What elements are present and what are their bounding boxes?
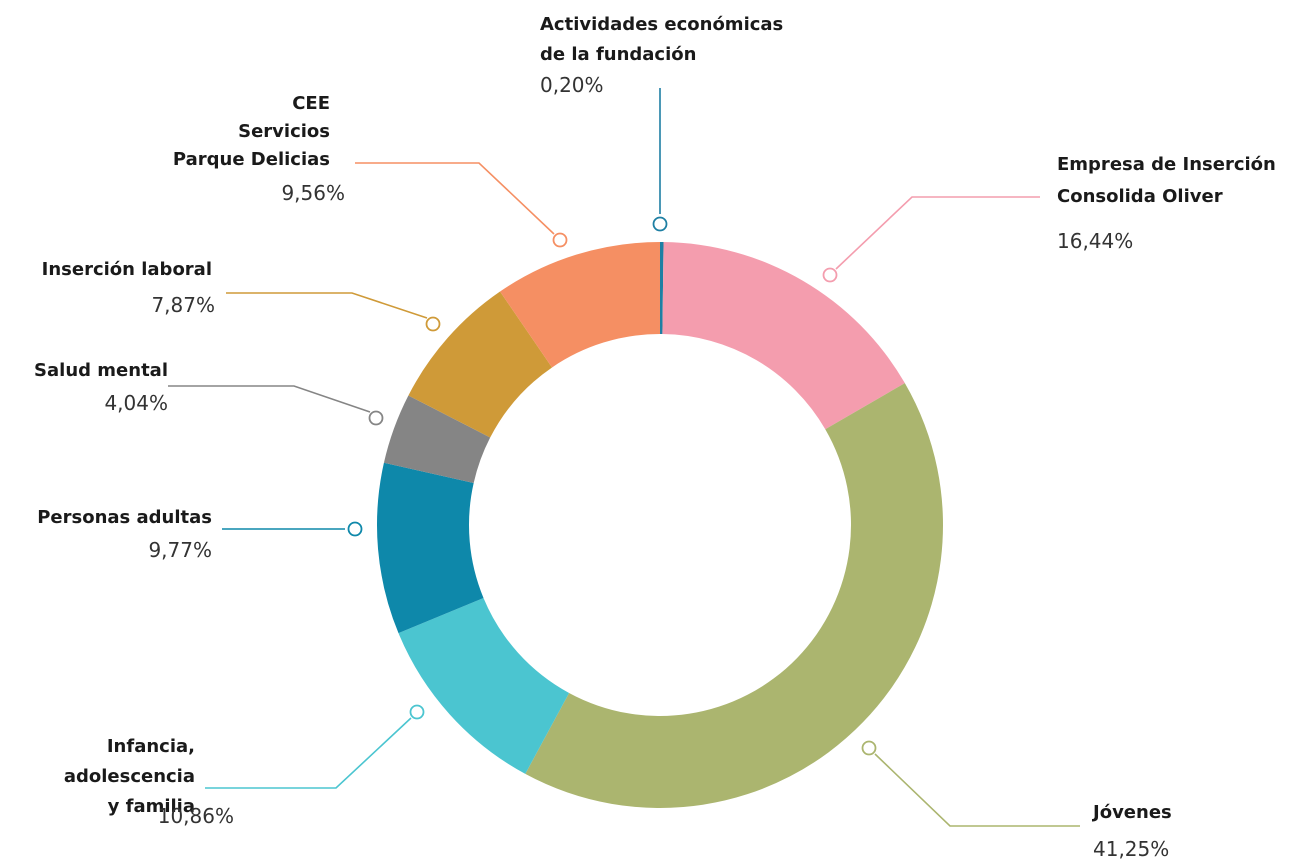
slice-name-line: Empresa de Inserción xyxy=(1057,154,1276,175)
slice-value-7: 7,87% xyxy=(151,293,215,317)
slice-name-line: Personas adultas xyxy=(37,507,212,528)
leader-marker-8 xyxy=(552,232,568,248)
donut-slice-3 xyxy=(525,383,943,808)
slice-name-5: Personas adultas xyxy=(37,507,212,528)
slice-labels: Actividades económicas de la fundación 0,2… xyxy=(34,14,1276,859)
leader-line-2 xyxy=(835,196,1040,270)
leader-marker-3 xyxy=(861,740,877,756)
slice-name-4: Infancia, adolescencia y familia xyxy=(64,736,195,817)
donut-slice-1 xyxy=(660,242,664,335)
donut-slice-2 xyxy=(662,242,905,430)
slice-name-line: Salud mental xyxy=(34,360,168,381)
slice-name-7: Inserción laboral xyxy=(42,259,212,280)
slice-value-5: 9,77% xyxy=(148,538,212,562)
slice-name-8: CEE Servicios Parque Delicias xyxy=(173,93,330,170)
leader-marker-4 xyxy=(409,704,425,720)
leader-line-4 xyxy=(205,717,412,789)
leader-marker-1 xyxy=(652,216,668,232)
slice-name-1: Actividades económicas de la fundación xyxy=(540,14,783,65)
slice-name-2: Empresa de Inserción Consolida Oliver xyxy=(1057,154,1276,207)
slice-name-line: Infancia, xyxy=(107,736,195,757)
leader-line-8 xyxy=(355,162,555,235)
leader-marker-2 xyxy=(822,267,838,283)
slice-name-line: adolescencia xyxy=(64,766,195,787)
donut-slice-4 xyxy=(398,598,570,774)
slice-name-line: Actividades económicas xyxy=(540,14,783,35)
donut-slice-6 xyxy=(383,395,491,484)
slice-name-line: Parque Delicias xyxy=(173,149,330,170)
slice-value-2: 16,44% xyxy=(1057,229,1133,253)
slice-name-6: Salud mental xyxy=(34,360,168,381)
slice-name-line: Inserción laboral xyxy=(42,259,212,280)
slice-value-3: 41,25% xyxy=(1093,837,1169,859)
leader-line-7 xyxy=(226,292,428,319)
donut-slices xyxy=(377,242,943,808)
slice-value-8: 9,56% xyxy=(281,181,345,205)
slice-name-line: CEE xyxy=(292,93,330,114)
slice-name-line: Consolida Oliver xyxy=(1057,186,1223,207)
slice-name-line: de la fundación xyxy=(540,44,696,65)
leader-line-6 xyxy=(168,385,371,413)
slice-value-4: 10,86% xyxy=(158,804,234,828)
leader-marker-5 xyxy=(347,521,363,537)
donut-slice-8 xyxy=(500,242,660,368)
leader-marker-7 xyxy=(425,316,441,332)
leader-line-3 xyxy=(874,753,1080,827)
leader-marker-6 xyxy=(368,410,384,426)
slice-value-6: 4,04% xyxy=(104,391,168,415)
slice-name-line: Servicios xyxy=(238,121,330,142)
slice-value-1: 0,20% xyxy=(540,73,604,97)
donut-slice-5 xyxy=(377,462,484,634)
donut-slice-7 xyxy=(408,291,553,438)
slice-name-line: Jóvenes xyxy=(1091,802,1172,823)
slice-name-line: y familia xyxy=(108,796,195,817)
slice-name-3: Jóvenes xyxy=(1091,802,1172,823)
